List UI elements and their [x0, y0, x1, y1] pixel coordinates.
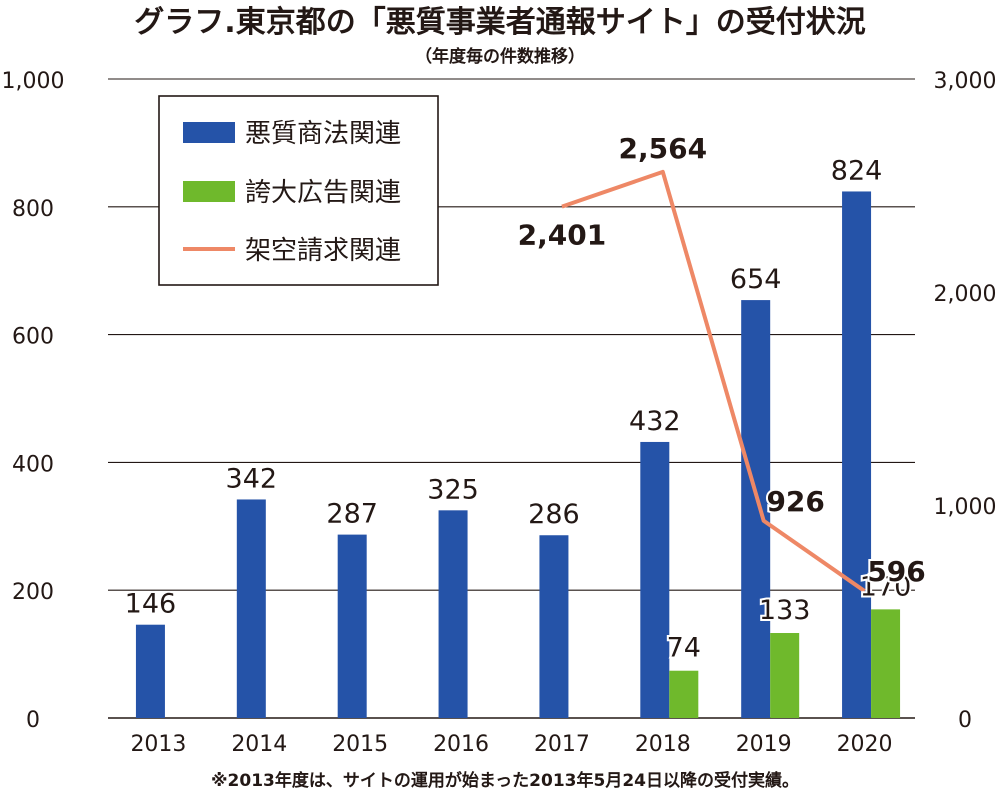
left-tick-label: 400 — [12, 452, 54, 477]
line-kakuu — [561, 169, 866, 593]
x-tick-label: 2017 — [534, 732, 590, 757]
footnote: ※2013年度は、サイトの運用が始まった2013年5月24日以降の受付実績。 — [211, 770, 799, 791]
x-axis: 2013 2014 2015 2016 2017 2018 2019 2020 — [130, 732, 892, 757]
line-kakuu-label: 596 — [867, 555, 925, 588]
left-tick-label: 0 — [26, 708, 40, 733]
x-tick-label: 2014 — [231, 732, 287, 757]
bar-akushitsu — [842, 191, 872, 719]
right-tick-label: 3,000 — [934, 69, 997, 94]
x-tick-label: 2019 — [736, 732, 792, 757]
left-tick-label: 800 — [12, 197, 54, 222]
left-tick-label: 200 — [12, 580, 54, 605]
left-tick-label: 1,000 — [2, 69, 65, 94]
bar-akushitsu-label: 325 — [427, 474, 479, 505]
bars — [135, 191, 901, 719]
x-tick-label: 2020 — [837, 732, 893, 757]
line-series — [561, 169, 866, 593]
right-tick-label: 1,000 — [934, 495, 997, 520]
right-tick-label: 2,000 — [934, 282, 997, 307]
x-tick-label: 2015 — [332, 732, 388, 757]
bar-kodai-label: 170 — [860, 571, 912, 602]
x-tick-label: 2018 — [635, 732, 691, 757]
line-kakuu-label: 2,564 — [619, 132, 708, 165]
chart-subtitle: （年度毎の件数推移） — [415, 46, 585, 67]
bar-kodai-label: 74 — [667, 633, 701, 664]
bar-akushitsu — [438, 510, 468, 718]
bar-akushitsu — [135, 624, 165, 718]
left-axis: 0 200 400 600 800 1,000 — [2, 69, 65, 733]
line-kakuu-label: 926 — [766, 485, 824, 518]
chart-title: グラフ.東京都の「悪質事業者通報サイト」の受付状況 — [134, 5, 865, 40]
right-axis: 0 1,000 2,000 3,000 — [934, 69, 997, 733]
bar-akushitsu — [640, 441, 670, 718]
bar-akushitsu-label: 342 — [226, 463, 278, 494]
legend-swatch — [183, 122, 235, 143]
x-tick-label: 2016 — [433, 732, 489, 757]
bar-akushitsu — [337, 534, 367, 718]
data-labels: 146 342 287 325 286 432 74 654 133 824 170 2,401 2,5… — [125, 130, 928, 666]
bar-akushitsu — [741, 300, 771, 718]
x-tick-label: 2013 — [130, 732, 186, 757]
left-tick-label: 600 — [12, 325, 54, 350]
bar-kodai — [669, 670, 699, 718]
bar-akushitsu-label: 286 — [528, 499, 580, 530]
bar-akushitsu-label: 146 — [125, 589, 177, 620]
bar-akushitsu-label: 432 — [629, 406, 681, 437]
legend-swatch — [183, 181, 235, 202]
legend-label: 悪質商法関連 — [245, 119, 401, 149]
bar-akushitsu-label: 654 — [730, 264, 782, 295]
bar-kodai — [871, 609, 901, 718]
bar-akushitsu — [539, 535, 569, 718]
legend-label: 誇大広告関連 — [245, 178, 401, 208]
bar-akushitsu-label: 824 — [831, 155, 883, 186]
right-tick-label: 0 — [958, 708, 972, 733]
bar-akushitsu-label: 287 — [326, 499, 378, 530]
bar-akushitsu — [236, 499, 266, 718]
bar-kodai — [770, 633, 800, 718]
bar-kodai-label: 133 — [759, 595, 811, 626]
legend-label: 架空請求関連 — [245, 236, 401, 266]
line-kakuu-label: 2,401 — [518, 219, 607, 252]
